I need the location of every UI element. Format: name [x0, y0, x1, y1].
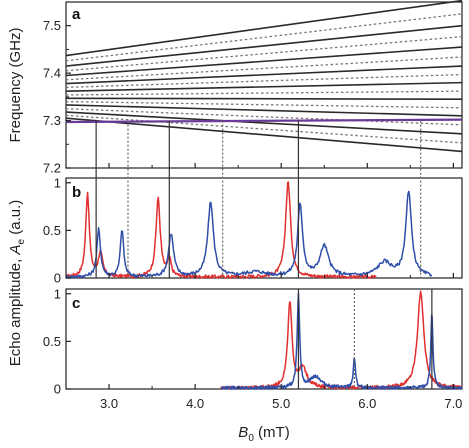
cavity-frequency-line [65, 118, 463, 124]
panel-b-lines [65, 181, 433, 279]
transition-line-solid-3 [65, 65, 463, 85]
xlabel-subscript: 0 [248, 433, 254, 444]
ytick-label-c-1: 0.5 [43, 334, 61, 349]
panel-c-frame [65, 288, 463, 390]
panel-c-lines [220, 290, 463, 390]
ytick-label-a-3: 7.5 [43, 18, 61, 33]
spectrum-b-0 [65, 181, 377, 279]
ylabel-subscript: e [16, 239, 27, 245]
transition-line-solid-0 [65, 0, 463, 57]
transition-line-dotted-1 [65, 35, 463, 72]
transition-line-solid-8 [65, 117, 463, 153]
ytick-label-c-0: 0 [54, 382, 61, 397]
transition-line-dotted-6 [65, 108, 463, 126]
ytick-label-b-2: 1 [54, 175, 61, 190]
transition-line-solid-7 [65, 111, 463, 135]
transition-line-solid-1 [65, 24, 463, 67]
ylabel-symbol: A [7, 245, 24, 256]
transition-line-solid-5 [65, 97, 463, 101]
xtick-label-3: 6.0 [358, 396, 376, 411]
panel-a-ylabel: Frequency (GHz) [7, 27, 24, 142]
ytick-label-a-2: 7.4 [43, 66, 61, 81]
transition-line-dotted-5 [65, 100, 463, 109]
spectrum-c-0 [220, 290, 463, 390]
panel-letter-b: b [72, 184, 81, 201]
transition-line-solid-6 [65, 104, 463, 117]
ylabel-main: Echo amplitude, [7, 255, 24, 367]
transition-line-dotted-2 [65, 56, 463, 81]
ytick-label-c-2: 1 [54, 286, 61, 301]
xtick-label-1: 4.0 [186, 396, 204, 411]
tick-marks [65, 25, 454, 390]
xtick-label-4: 7.0 [444, 396, 462, 411]
transition-line-dotted-0 [65, 13, 463, 62]
ytick-label-a-0: 7.2 [43, 161, 61, 176]
ylabel-unit: (a.u.) [7, 200, 24, 239]
xlabel-symbol: B [238, 424, 248, 441]
spectrum-b-1 [65, 190, 433, 279]
panel-letter-a: a [72, 6, 81, 23]
panel-b-frame [65, 177, 463, 279]
transition-line-dotted-4 [65, 90, 463, 96]
ytick-label-a-1: 7.3 [43, 113, 61, 128]
transition-line-solid-4 [65, 81, 463, 92]
xlabel-unit: (mT) [254, 424, 290, 441]
transition-line-solid-2 [65, 46, 463, 77]
spectrum-c-1 [220, 292, 463, 390]
panel-bc-ylabel: Echo amplitude, Ae (a.u.) [7, 200, 27, 367]
panel-letter-c: c [72, 295, 80, 312]
xtick-label-2: 5.0 [272, 396, 290, 411]
panel-a-frame [65, 1, 463, 169]
ytick-label-b-1: 0.5 [43, 223, 61, 238]
transition-line-dotted-3 [65, 73, 463, 89]
xtick-label-0: 3.0 [100, 396, 118, 411]
x-axis-title: B0 (mT) [238, 424, 289, 444]
transition-line-dotted-7 [65, 114, 463, 144]
ytick-label-b-0: 0 [54, 271, 61, 286]
connector-lines [95, 120, 433, 389]
panel-a-lines [65, 0, 463, 153]
